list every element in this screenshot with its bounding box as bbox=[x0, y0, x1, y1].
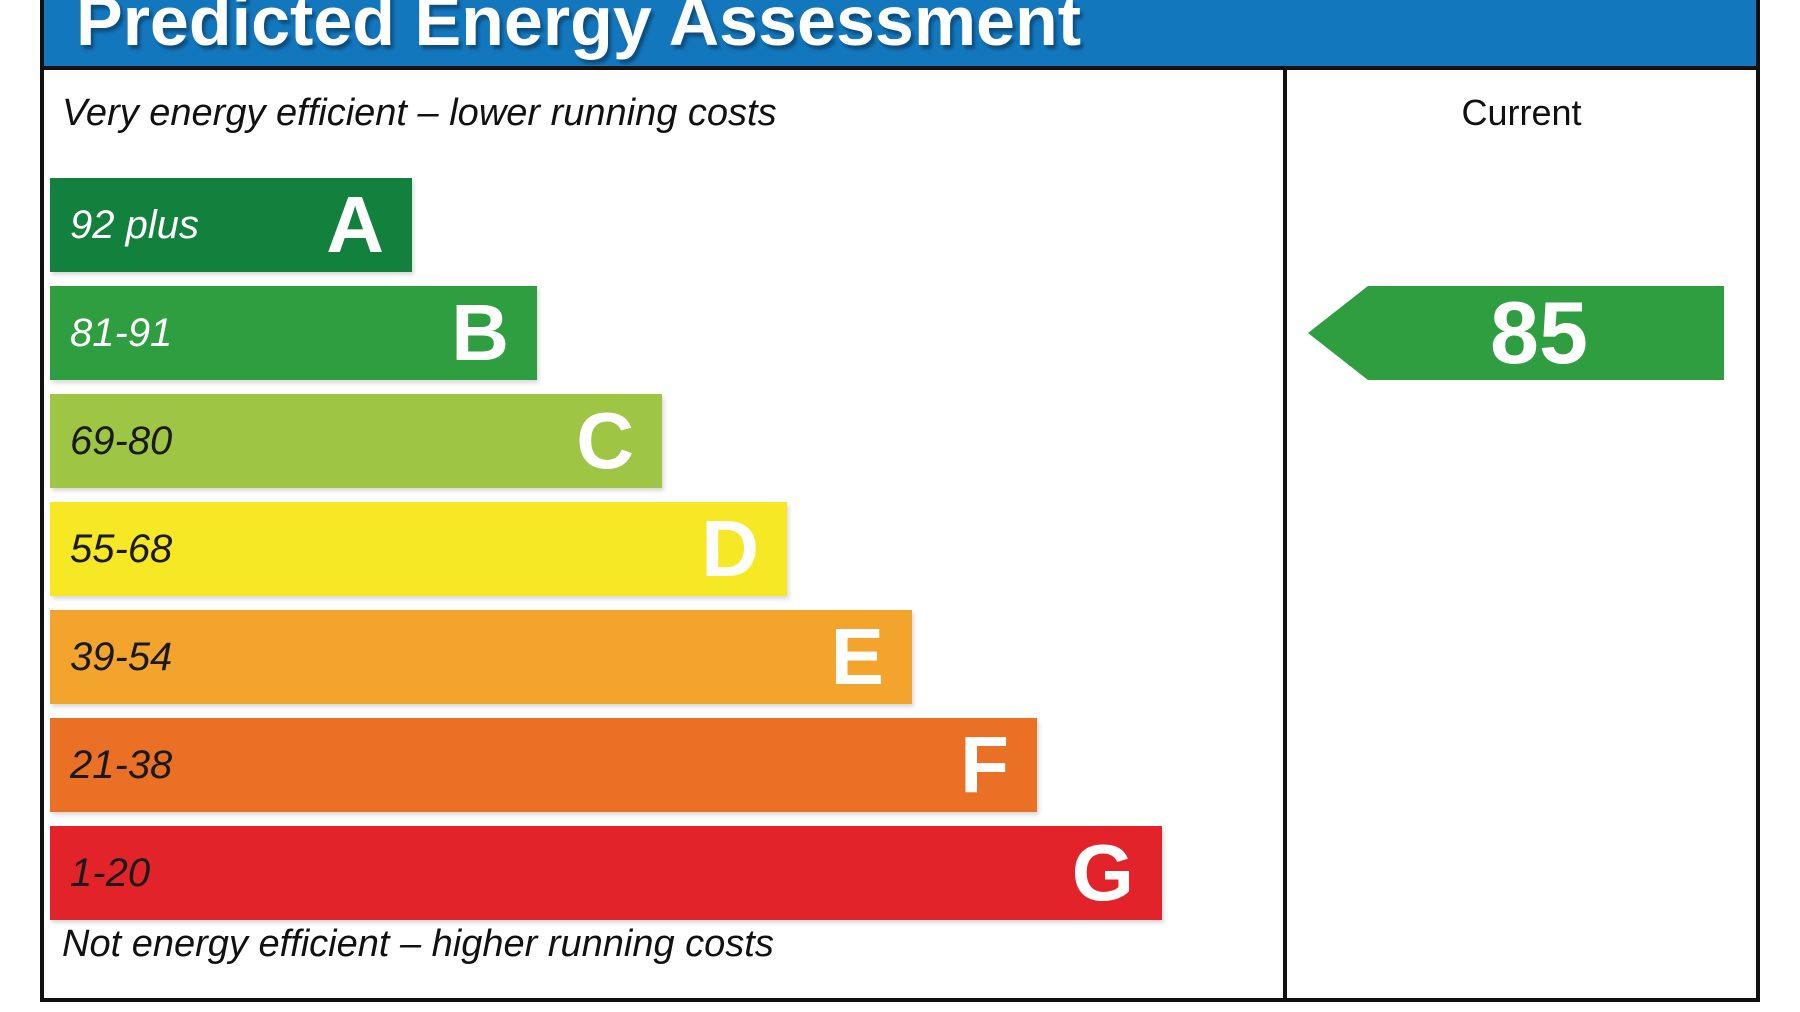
band-range-label: 1-20 bbox=[70, 851, 151, 895]
band-row-e: 39-54 E bbox=[50, 610, 1283, 704]
chart-title-bar: Predicted Energy Assessment bbox=[44, 0, 1756, 70]
band-row-b: 81-91 B bbox=[50, 286, 1283, 380]
page-title: Predicted Energy Assessment bbox=[76, 0, 1082, 60]
band-range-label: 21-38 bbox=[70, 743, 173, 787]
band-range-label: 39-54 bbox=[70, 635, 173, 679]
chart-body: Very energy efficient – lower running co… bbox=[44, 70, 1756, 998]
current-rating-value: 85 bbox=[1490, 283, 1588, 382]
band-grade-letter: G bbox=[1071, 828, 1134, 917]
top-caption: Very energy efficient – lower running co… bbox=[62, 92, 777, 134]
band-range-label: 55-68 bbox=[70, 527, 173, 571]
band-range-label: 81-91 bbox=[70, 311, 173, 355]
band-row-c: 69-80 C bbox=[50, 394, 1283, 488]
band-range-label: 69-80 bbox=[70, 419, 173, 463]
band-row-a: 92 plus A bbox=[50, 178, 1283, 272]
chart-frame: Predicted Energy Assessment Very energy … bbox=[40, 0, 1760, 1002]
current-column: Current 85 bbox=[1283, 70, 1756, 998]
rating-band-f: 21-38 F bbox=[50, 718, 1037, 812]
band-grade-letter: E bbox=[830, 612, 884, 701]
band-grade-letter: A bbox=[326, 180, 384, 269]
band-row-d: 55-68 D bbox=[50, 502, 1283, 596]
rating-band-g: 1-20 G bbox=[50, 826, 1162, 920]
band-grade-letter: C bbox=[576, 396, 634, 485]
band-row-g: 1-20 G bbox=[50, 826, 1283, 920]
rating-band-a: 92 plus A bbox=[50, 178, 412, 272]
rating-band-e: 39-54 E bbox=[50, 610, 912, 704]
rating-band-d: 55-68 D bbox=[50, 502, 787, 596]
band-row-f: 21-38 F bbox=[50, 718, 1283, 812]
rating-bands: 92 plus A 81-91 B 69-80 C 55-68 D 39-54 E 21-38 F 1-… bbox=[50, 178, 1283, 934]
rating-scale-panel: Very energy efficient – lower running co… bbox=[44, 70, 1283, 998]
bottom-caption: Not energy efficient – higher running co… bbox=[62, 923, 774, 965]
rating-band-c: 69-80 C bbox=[50, 394, 662, 488]
band-grade-letter: F bbox=[960, 720, 1009, 809]
rating-band-b: 81-91 B bbox=[50, 286, 537, 380]
current-column-header: Current bbox=[1461, 92, 1582, 133]
band-grade-letter: D bbox=[701, 504, 759, 593]
band-range-label: 92 plus bbox=[70, 203, 199, 247]
current-rating-arrow: 85 bbox=[1308, 286, 1724, 380]
band-grade-letter: B bbox=[451, 288, 509, 377]
